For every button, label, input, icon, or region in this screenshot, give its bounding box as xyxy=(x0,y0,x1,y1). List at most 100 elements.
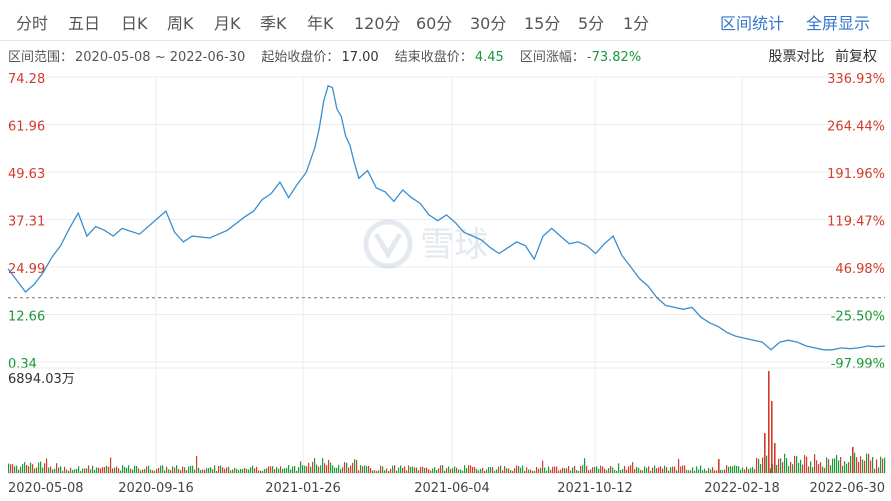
volume-bar xyxy=(754,469,756,473)
volume-bar xyxy=(134,465,136,473)
volume-bar xyxy=(74,469,76,473)
volume-bar xyxy=(530,469,532,473)
volume-bar xyxy=(822,466,824,473)
y-tick-left: 0.34 xyxy=(8,357,37,372)
volume-bar xyxy=(268,466,270,473)
volume-bar xyxy=(30,462,32,473)
tab-60min[interactable]: 60分 xyxy=(416,14,453,33)
x-tick-label: 2020-05-08 xyxy=(8,481,84,496)
volume-bar xyxy=(540,467,542,473)
volume-bar xyxy=(274,469,276,473)
y-tick-left: 74.28 xyxy=(8,72,45,87)
interval-stats-link[interactable]: 区间统计 xyxy=(720,14,785,33)
tab-monthly-k[interactable]: 月K xyxy=(214,14,241,33)
range-value: 2020-05-08 ~ 2022-06-30 xyxy=(75,50,246,65)
volume-bar xyxy=(194,469,196,473)
volume-bar xyxy=(788,466,790,473)
volume-bar xyxy=(102,467,104,473)
tab-5min[interactable]: 5分 xyxy=(578,14,605,33)
open-price-value: 17.00 xyxy=(341,50,379,65)
x-tick-label: 2021-06-04 xyxy=(414,481,490,496)
tab-quarterly-k[interactable]: 季K xyxy=(260,14,287,33)
volume-bar xyxy=(76,468,78,473)
tab-five-day[interactable]: 五日 xyxy=(68,14,101,33)
volume-bar xyxy=(388,470,390,473)
volume-bar xyxy=(534,470,536,473)
volume-bar xyxy=(576,470,578,473)
volume-bar xyxy=(716,470,718,473)
change-value: -73.82% xyxy=(586,50,642,65)
volume-bar xyxy=(20,466,22,473)
volume-bar xyxy=(170,470,172,473)
volume-bar xyxy=(456,467,458,473)
stock-compare-button[interactable]: 股票对比 xyxy=(768,49,825,65)
volume-bar xyxy=(844,461,846,473)
volume-bar xyxy=(712,467,714,473)
volume-bar xyxy=(310,466,312,473)
tab-weekly-k[interactable]: 周K xyxy=(167,14,194,33)
volume-bar xyxy=(256,466,258,473)
volume-bar xyxy=(564,468,566,473)
tab-1min[interactable]: 1分 xyxy=(623,14,650,33)
watermark-text: 雪球 xyxy=(420,225,488,265)
volume-bar xyxy=(116,466,118,473)
volume-bar xyxy=(446,468,448,473)
volume-bar xyxy=(784,453,786,473)
volume-bar xyxy=(800,459,802,473)
volume-bar xyxy=(462,470,464,473)
volume-bar xyxy=(764,433,766,473)
volume-bar xyxy=(792,464,794,473)
volume-bar xyxy=(504,466,506,473)
volume-bar xyxy=(286,467,288,473)
volume-bar xyxy=(560,469,562,473)
volume-bar xyxy=(730,466,732,473)
volume-bar xyxy=(724,469,726,473)
tab-daily-k[interactable]: 日K xyxy=(121,14,148,33)
tab-15min[interactable]: 15分 xyxy=(524,14,561,33)
volume-bar xyxy=(834,458,836,473)
tab-intraday[interactable]: 分时 xyxy=(16,14,49,33)
tab-120min[interactable]: 120分 xyxy=(354,14,401,33)
volume-bar xyxy=(440,465,442,473)
volume-bar xyxy=(40,461,42,473)
volume-bar xyxy=(178,468,180,473)
volume-bar xyxy=(384,470,386,473)
adjust-mode-button[interactable]: 前复权 xyxy=(835,49,877,65)
volume-bar xyxy=(70,467,72,473)
y-tick-right: 46.98% xyxy=(835,262,885,277)
volume-bar xyxy=(270,466,272,473)
volume-bar xyxy=(66,469,68,473)
volume-bar xyxy=(280,466,282,473)
volume-bar xyxy=(26,465,28,473)
volume-bar xyxy=(726,465,728,473)
volume-bar xyxy=(652,467,654,473)
fullscreen-link[interactable]: 全屏显示 xyxy=(806,14,871,33)
y-tick-left: 37.31 xyxy=(8,215,45,230)
tab-yearly-k[interactable]: 年K xyxy=(307,14,334,33)
volume-bar xyxy=(524,470,526,473)
volume-bar xyxy=(514,468,516,473)
volume-bar xyxy=(770,468,772,473)
volume-bar xyxy=(582,465,584,473)
volume-bar xyxy=(158,468,160,473)
volume-bar xyxy=(846,463,848,473)
volume-bar xyxy=(536,466,538,473)
volume-bar xyxy=(294,465,296,473)
volume-bar xyxy=(771,401,773,473)
volume-bar xyxy=(650,470,652,473)
volume-bar xyxy=(148,465,150,473)
volume-bar xyxy=(778,458,780,473)
tab-30min[interactable]: 30分 xyxy=(470,14,507,33)
volume-bar xyxy=(790,462,792,473)
xueqiu-watermark: 雪球 xyxy=(362,216,522,272)
volume-bar xyxy=(118,468,120,473)
volume-bar xyxy=(46,458,48,473)
volume-bar xyxy=(198,467,200,473)
volume-bar xyxy=(372,470,374,473)
volume-bar xyxy=(760,464,762,473)
volume-bar xyxy=(156,468,158,473)
volume-bar xyxy=(472,466,474,473)
volume-bar xyxy=(806,456,808,473)
volume-bar xyxy=(586,465,588,473)
